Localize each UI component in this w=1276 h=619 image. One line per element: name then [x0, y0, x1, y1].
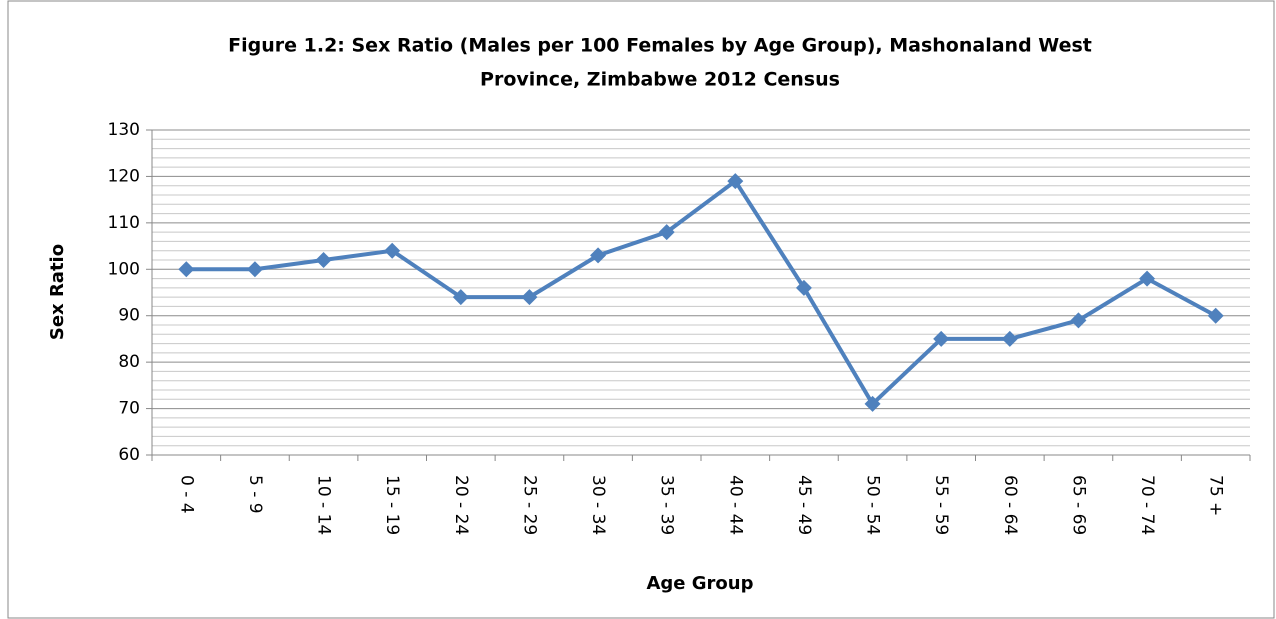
- y-tick-label: 70: [118, 399, 140, 419]
- x-tick-label: 65 - 69: [1068, 475, 1088, 535]
- data-point: [1139, 270, 1156, 287]
- x-tick-label: 60 - 64: [1000, 475, 1020, 535]
- x-tick-label: 5 - 9: [245, 475, 265, 514]
- x-tick-label: 50 - 54: [863, 475, 883, 535]
- data-point: [727, 173, 744, 190]
- y-tick-label: 90: [118, 306, 140, 326]
- x-tick-label: 10 - 14: [314, 475, 334, 535]
- x-tick-label: 25 - 29: [519, 475, 539, 535]
- x-tick-label: 15 - 19: [382, 475, 402, 535]
- data-point: [315, 252, 332, 268]
- data-point: [1001, 330, 1018, 347]
- data-point: [384, 242, 401, 259]
- x-tick-label: 0 - 4: [176, 475, 196, 514]
- y-tick-label: 80: [118, 352, 140, 372]
- data-point: [178, 261, 195, 278]
- y-tick-label: 120: [108, 166, 140, 186]
- y-axis-title: Sex Ratio: [47, 244, 68, 340]
- y-tick-label: 110: [108, 213, 140, 233]
- y-tick-label: 60: [118, 445, 140, 465]
- data-point: [864, 395, 881, 412]
- x-tick-label: 20 - 24: [451, 475, 471, 535]
- x-tick-label: 35 - 39: [657, 475, 677, 535]
- chart-frame: [7, 0, 1275, 619]
- data-point: [1207, 307, 1224, 324]
- data-point: [1070, 312, 1087, 329]
- x-tick-label: 30 - 34: [588, 475, 608, 535]
- x-tick-label: 75 +: [1206, 475, 1226, 516]
- data-point: [590, 247, 607, 264]
- data-point: [246, 261, 263, 278]
- y-tick-label: 100: [108, 259, 140, 279]
- x-tick-label: 40 - 44: [725, 475, 745, 535]
- x-tick-label: 45 - 49: [794, 475, 814, 535]
- data-line: [186, 179, 1217, 406]
- x-tick-label: 70 - 74: [1137, 475, 1157, 535]
- x-axis-title: Age Group: [646, 573, 753, 594]
- data-point: [658, 224, 675, 241]
- chart-title: Figure 1.2: Sex Ratio (Males per 100 Fem…: [228, 35, 1092, 57]
- y-tick-label: 130: [108, 120, 140, 140]
- data-point: [521, 289, 538, 306]
- data-point: [795, 279, 812, 296]
- data-point: [933, 330, 950, 347]
- data-point: [452, 289, 469, 306]
- chart-title: Province, Zimbabwe 2012 Census: [480, 69, 840, 91]
- x-tick-label: 55 - 59: [931, 475, 951, 535]
